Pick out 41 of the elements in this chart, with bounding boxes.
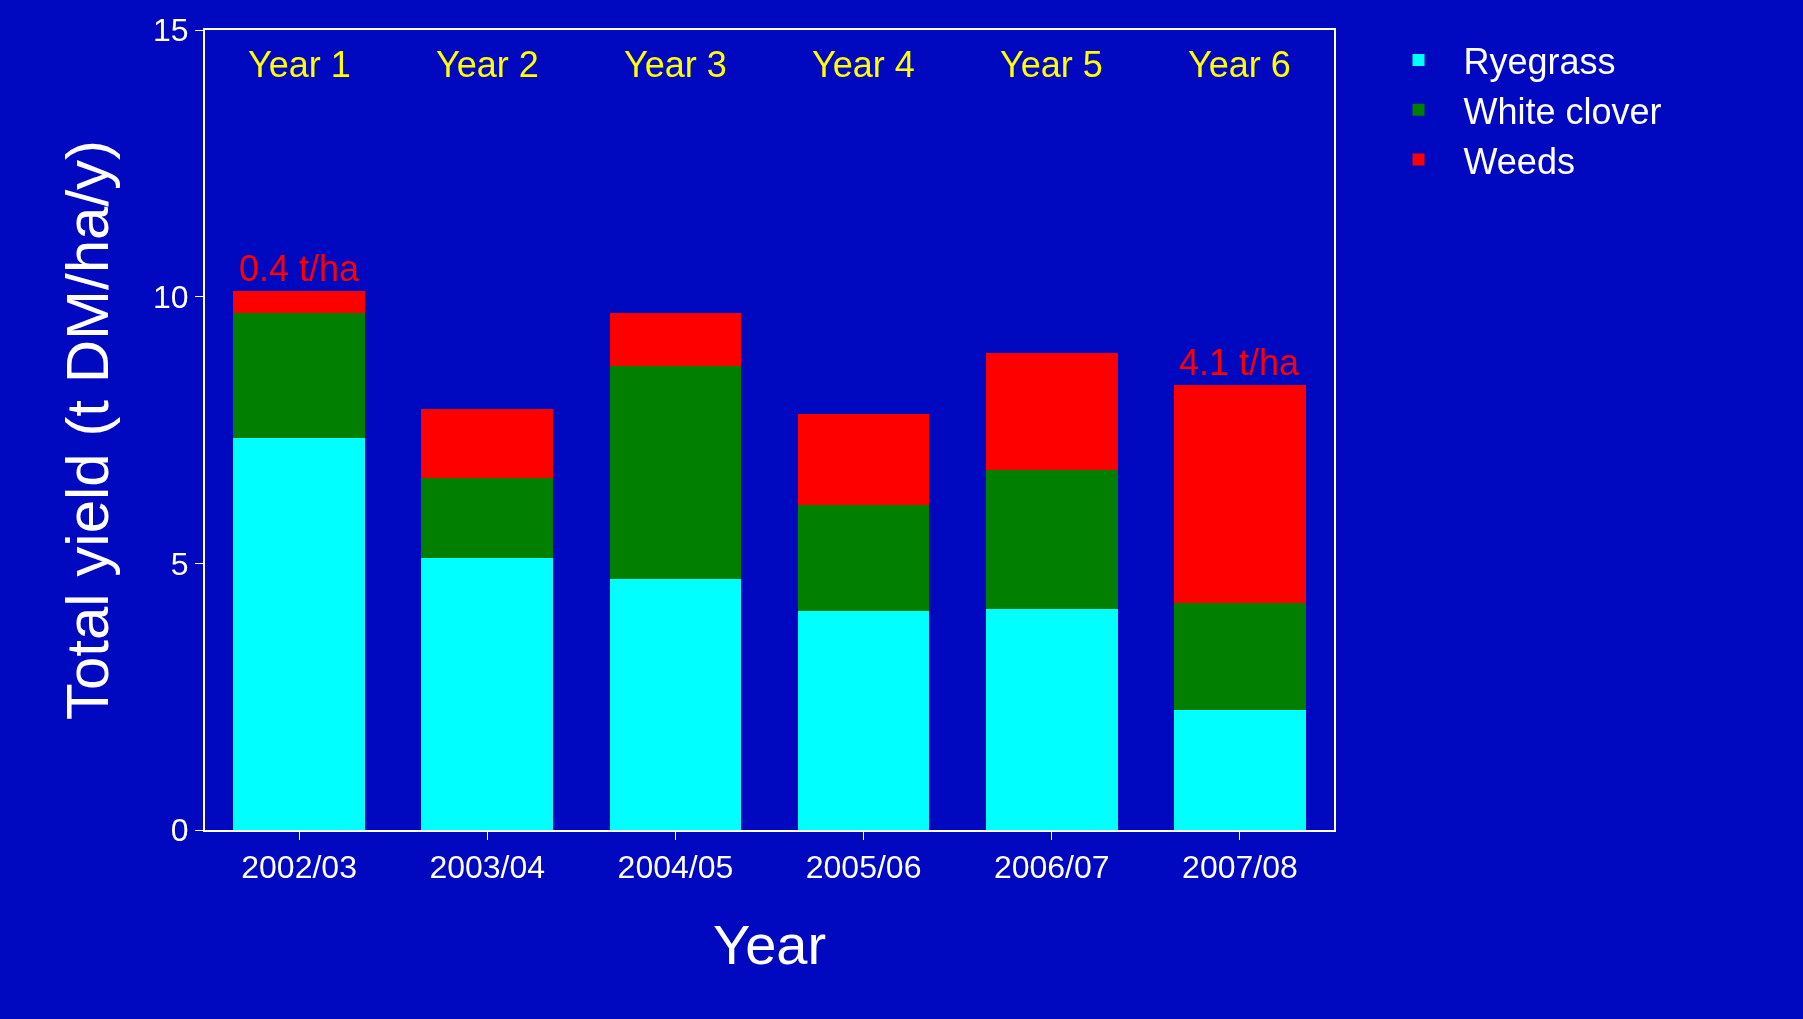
bar [1174, 603, 1306, 710]
x-axis-title: Year [712, 912, 827, 976]
annotation: Year 4 [812, 44, 915, 85]
y-tick-label: 0 [170, 812, 189, 849]
bar [985, 608, 1118, 830]
bar [1174, 710, 1306, 830]
annotation: Year 3 [624, 44, 727, 85]
y-tick-label: 5 [170, 545, 189, 582]
annotation: 4.1 t/ha [1179, 342, 1301, 383]
x-tick-label: 2005/06 [805, 849, 922, 886]
annotation: Year 1 [248, 44, 351, 85]
bar [421, 408, 554, 478]
legend-label: White clover [1463, 90, 1662, 132]
bar [609, 312, 742, 366]
y-tick-label: 10 [153, 278, 189, 315]
bar [797, 611, 930, 830]
annotation: Year 5 [1000, 44, 1103, 85]
bar [421, 478, 554, 558]
x-tick-label: 2003/04 [429, 849, 546, 886]
bar [609, 366, 742, 580]
legend-label: Weeds [1463, 140, 1575, 182]
bar [233, 438, 365, 830]
y-tick-label: 15 [153, 12, 189, 49]
bar [797, 504, 930, 612]
y-axis-title: Total yield (t DM/ha/y) [54, 139, 122, 721]
x-tick-label: 2007/08 [1182, 849, 1298, 886]
legend-label: Ryegrass [1463, 40, 1616, 82]
bar [985, 352, 1118, 470]
bar [421, 558, 554, 830]
bar [233, 312, 365, 438]
x-tick-label: 2004/05 [617, 849, 734, 886]
annotation: 0.4 t/ha [239, 248, 361, 289]
annotation: Year 6 [1188, 44, 1291, 85]
bar [797, 414, 930, 505]
bar [609, 579, 742, 830]
bar [985, 470, 1118, 609]
bar [233, 291, 365, 313]
x-tick-label: 2006/07 [993, 849, 1110, 886]
annotation: Year 2 [436, 44, 539, 85]
bar [1174, 384, 1306, 604]
x-tick-label: 2002/03 [241, 849, 357, 886]
